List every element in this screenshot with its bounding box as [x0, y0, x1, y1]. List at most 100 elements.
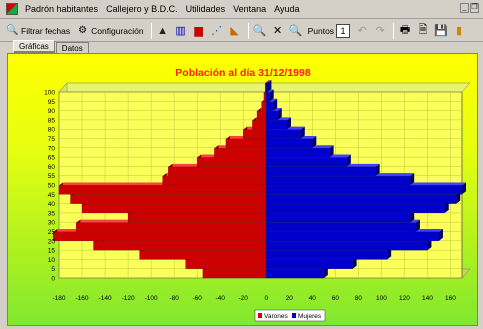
bar-varones-90	[261, 101, 267, 111]
bar-end-face	[286, 117, 291, 130]
bar-mujeres-25	[266, 222, 417, 232]
bar-mujeres-90	[266, 101, 274, 111]
y-tick-label: 10	[48, 257, 56, 264]
points-spinner[interactable]: 1	[336, 23, 351, 38]
restore-icon[interactable]: ❐	[470, 3, 479, 13]
y-tick-label: 95	[48, 99, 56, 106]
y-tick-label: 5	[51, 266, 55, 273]
bar-mujeres-100	[266, 82, 268, 93]
y-tick-label: 85	[48, 117, 56, 124]
bar-varones-5	[185, 259, 267, 269]
menu-padron[interactable]: Padrón habitantes	[25, 4, 99, 14]
undo-icon[interactable]: ↶	[357, 25, 367, 37]
menu-ayuda[interactable]: Ayuda	[274, 4, 300, 14]
bar-mujeres-5	[266, 259, 353, 269]
filter-dates-button[interactable]: 🔍 Filtrar fechas	[4, 22, 72, 40]
menu-callejero[interactable]: Callejero y B.D.C.	[106, 4, 178, 14]
bar-varones-35	[81, 203, 267, 214]
menu-ventana[interactable]: Ventana	[233, 4, 267, 14]
population-pyramid-chart: Población al día 31/12/1998 0 5 10 15 20 25 30 3…	[44, 67, 471, 322]
bar-chart-icon[interactable]: ▥	[175, 25, 186, 37]
x-tick-label: 100	[376, 295, 387, 302]
points-control: Puntos 1	[306, 22, 352, 40]
bar-end-face	[375, 163, 380, 176]
bar-varones-65	[214, 148, 267, 158]
toolbar-separator	[393, 22, 395, 39]
legend-swatch-varones	[258, 313, 262, 318]
tab-datos[interactable]: Datos	[55, 42, 89, 54]
x-tick-label: -20	[239, 295, 249, 302]
y-tick-label: 20	[48, 238, 56, 245]
x-tick-label: -60	[192, 295, 202, 302]
y-tick-label: 65	[48, 155, 56, 162]
window-controls: _ ❐	[460, 3, 479, 13]
bar-end-face	[269, 89, 274, 102]
bar-varones-60	[197, 157, 267, 167]
bar-mujeres-65	[266, 148, 330, 158]
bar-mujeres-15	[266, 241, 428, 251]
x-tick-label: -40	[215, 295, 225, 302]
redo-icon[interactable]: ↷	[375, 25, 385, 37]
app-icon[interactable]	[6, 3, 18, 15]
y-tick-label: 40	[48, 201, 56, 208]
y-tick-label: 60	[48, 164, 56, 171]
bar-mujeres-75	[266, 129, 301, 139]
bar-top-face	[266, 89, 274, 93]
menu-utilidades[interactable]: Utilidades	[185, 4, 226, 14]
configuration-button[interactable]: ⚙ Configuración	[74, 22, 145, 40]
area-chart-icon[interactable]: ◣	[230, 25, 239, 37]
y-tick-label: 75	[48, 136, 56, 143]
bar-mujeres-95	[266, 92, 270, 102]
toolbar: 🔍 Filtrar fechas ⚙ Configuración ▲ ▥ ▆ ⋰…	[0, 20, 483, 42]
zoom-out-icon[interactable]: 🔍	[288, 25, 303, 37]
x-tick-label: -180	[52, 295, 65, 302]
tab-bar: Gráficas Datos	[13, 40, 90, 54]
column-chart-icon[interactable]: ▆	[194, 25, 203, 37]
bar-mujeres-60	[266, 157, 348, 167]
cross-icon[interactable]: ✕	[272, 25, 283, 37]
print-icon[interactable]: 🖶	[399, 24, 411, 36]
bar-mujeres-55	[266, 166, 376, 176]
bar-varones-55	[168, 166, 267, 176]
pyramid-chart-icon[interactable]: ▲	[157, 24, 169, 37]
bar-varones-80	[252, 120, 267, 130]
y-tick-label: 50	[48, 183, 56, 190]
exit-icon[interactable]: ▮	[456, 25, 463, 37]
bar-end-face	[456, 191, 461, 204]
x-tick-label: 160	[445, 295, 456, 302]
y-tick-label: 15	[48, 248, 56, 255]
minimize-icon[interactable]: _	[460, 3, 469, 13]
line-chart-icon[interactable]: ⋰	[211, 25, 223, 37]
x-tick-label: -160	[76, 295, 89, 302]
x-tick-label: -100	[145, 295, 158, 302]
x-tick-label: -80	[169, 295, 179, 302]
bar-end-face	[329, 145, 334, 158]
plot-top-face	[58, 82, 471, 93]
zoom-icon[interactable]: 🔍	[252, 25, 267, 37]
y-tick-label: 70	[48, 145, 56, 152]
bar-varones-70	[225, 138, 267, 148]
bar-end-face	[346, 154, 351, 167]
save-icon[interactable]: 💾	[434, 25, 448, 37]
bar-end-face	[427, 238, 432, 251]
bar-end-face	[410, 210, 415, 223]
tab-graficas[interactable]: Gráficas	[13, 40, 55, 54]
bar-top-face	[266, 80, 272, 84]
print-preview-icon[interactable]: 🗎	[418, 24, 428, 36]
bar-end-face	[300, 126, 305, 139]
magnifier-icon: 🔍	[6, 25, 19, 36]
chart-panel: Población al día 31/12/1998 0 5 10 15 20 25 30 3…	[7, 53, 478, 326]
y-tick-label: 25	[48, 229, 56, 236]
bar-mujeres-30	[266, 213, 411, 223]
toolbar-separator	[247, 22, 249, 39]
x-tick-label: 20	[286, 295, 294, 302]
x-tick-label: -140	[99, 295, 112, 302]
legend-box	[254, 309, 326, 322]
bar-varones-0	[202, 268, 267, 279]
y-tick-label: 30	[48, 220, 56, 227]
bar-varones-20	[53, 231, 267, 241]
bar-end-face	[267, 80, 272, 92]
bar-mujeres-85	[266, 110, 278, 121]
bar-varones-50	[162, 175, 267, 186]
bar-varones-15	[93, 241, 267, 251]
